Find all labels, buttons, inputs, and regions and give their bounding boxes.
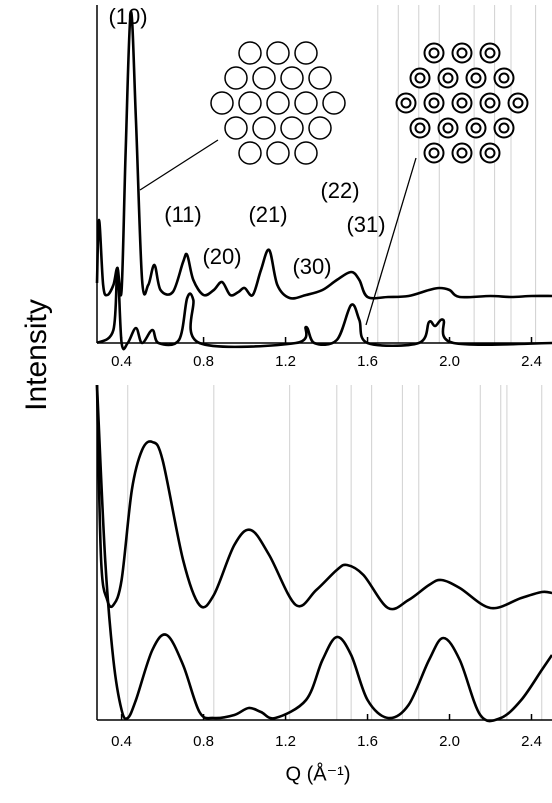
x-tick-label: 2.4 (521, 353, 542, 370)
peak-label: (22) (320, 178, 359, 203)
x-tick-label: 1.2 (275, 733, 296, 750)
lattice-core (456, 97, 468, 109)
peak-label: (10) (108, 4, 147, 29)
x-tick-label: 0.8 (193, 353, 214, 370)
lattice-cylinder (266, 41, 290, 65)
lattice-cylinder (266, 91, 290, 115)
data-line (95, 384, 552, 723)
lattice-cylinder (210, 91, 234, 115)
leader-line (139, 139, 219, 191)
lattice-cylinder (308, 116, 332, 140)
leader-line (365, 157, 417, 326)
peak-label: (21) (248, 202, 287, 227)
lattice-core (414, 122, 426, 134)
lattice-core (414, 72, 426, 84)
lattice-core (498, 122, 510, 134)
lattice-cylinder (238, 141, 262, 165)
x-tick-label: 1.6 (357, 353, 378, 370)
lattice-core (456, 47, 468, 59)
lattice-cylinder (266, 141, 290, 165)
lattice-core (442, 72, 454, 84)
lattice-core (470, 72, 482, 84)
x-tick-label: 2.4 (521, 733, 542, 750)
x-tick-label: 2.0 (439, 733, 460, 750)
lattice-cylinder (280, 66, 304, 90)
x-tick-label: 0.8 (193, 733, 214, 750)
lattice-core (470, 122, 482, 134)
lattice-cylinder (224, 116, 248, 140)
peak-label: (31) (346, 212, 385, 237)
data-line (95, 10, 552, 300)
lattice-core (428, 147, 440, 159)
lattice-cylinder (322, 91, 346, 115)
lattice-core (484, 97, 496, 109)
lattice-core (456, 147, 468, 159)
lattice-core (484, 47, 496, 59)
lattice-cylinder (294, 91, 318, 115)
lattice-cylinder (238, 41, 262, 65)
lattice-core (484, 147, 496, 159)
lattice-cylinder (224, 66, 248, 90)
lattice-cylinder (294, 41, 318, 65)
lattice-cylinder (294, 141, 318, 165)
x-tick-label: 2.0 (439, 353, 460, 370)
lattice-cylinder (238, 91, 262, 115)
x-axis-label: Q (Å⁻¹) (286, 762, 351, 785)
lattice-cylinder (308, 66, 332, 90)
lattice-cylinder (252, 116, 276, 140)
lattice-core (442, 122, 454, 134)
x-tick-label: 1.2 (275, 353, 296, 370)
peak-label: (30) (292, 254, 331, 279)
lattice-core (428, 47, 440, 59)
peak-label: (20) (202, 244, 241, 269)
data-line (95, 384, 552, 611)
lattice-core (512, 97, 524, 109)
lattice-cylinder (280, 116, 304, 140)
x-tick-label: 0.4 (111, 733, 132, 750)
lattice-core (428, 97, 440, 109)
x-tick-label: 0.4 (111, 353, 132, 370)
y-axis-label: Intensity (20, 299, 53, 411)
lattice-core (400, 97, 412, 109)
data-line (96, 266, 552, 351)
lattice-cylinder (252, 66, 276, 90)
peak-label: (11) (164, 202, 202, 227)
lattice-core (498, 72, 510, 84)
x-tick-label: 1.6 (357, 733, 378, 750)
